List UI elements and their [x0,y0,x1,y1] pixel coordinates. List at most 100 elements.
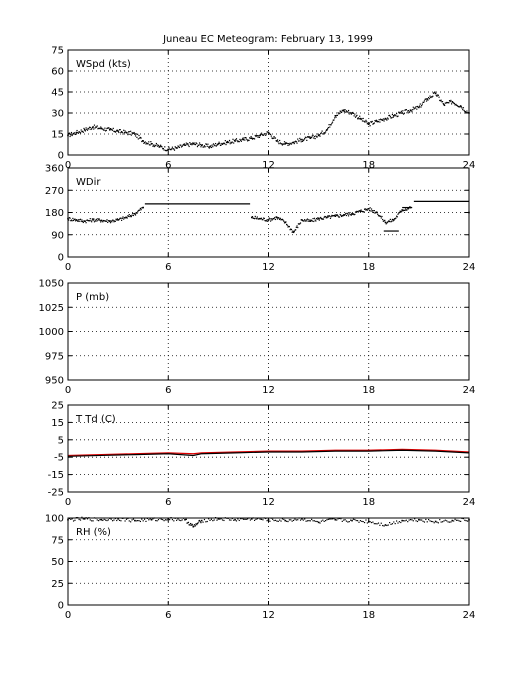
data-point [304,136,306,138]
data-point [204,146,206,148]
data-point [340,214,342,216]
data-point [137,138,139,140]
data-point [344,519,346,521]
data-point [398,212,400,214]
data-point [266,219,268,221]
data-point [86,219,88,221]
data-point [339,110,341,112]
data-point [207,143,209,145]
data-point [384,219,386,221]
data-point [104,130,107,132]
data-point [209,145,211,148]
data-point [397,522,399,524]
data-point [108,129,111,131]
x-tick-label: 6 [165,497,171,508]
data-point [447,521,449,523]
data-point [373,523,375,525]
data-point [68,217,70,219]
data-point [107,127,109,129]
data-point [111,219,114,221]
data-point [75,219,78,221]
data-point [242,137,244,139]
data-point [292,230,294,232]
data-point [448,100,451,102]
data-point [253,137,255,140]
data-point [88,220,90,222]
data-point [385,223,387,225]
data-point [393,115,395,117]
data-point [405,109,407,111]
data-point [459,106,461,108]
data-point [419,519,421,521]
data-point [216,144,218,146]
data-point [255,217,257,219]
data-point [95,220,97,222]
data-point [304,219,306,221]
data-point [145,143,147,145]
data-point [196,145,199,148]
data-point [104,220,106,222]
data-point [148,519,150,521]
data-point [96,220,98,222]
data-point [391,523,394,525]
data-point [141,140,143,143]
panel-4: 0 6 12 18 24 0 25 50 75 100 RH (%) [45,514,475,622]
data-point [78,518,80,521]
data-point [425,98,427,100]
data-point [86,128,88,131]
data-point [132,518,135,520]
data-point [287,520,289,523]
data-point [329,126,331,128]
data-point [340,110,342,113]
y-tick-label: 75 [51,46,64,57]
data-point [286,142,288,145]
data-point [213,519,215,521]
data-point [242,518,245,520]
data-point [343,519,345,521]
data-point [238,519,240,522]
series-line-3-0 [67,448,470,457]
data-point [194,143,196,145]
panel-label: P (mb) [76,292,109,303]
data-point [111,129,114,131]
data-point [244,139,246,141]
data-point [137,520,139,522]
data-point [247,140,249,142]
data-point [261,219,263,221]
data-point [130,130,132,132]
data-point [180,144,182,146]
data-point [317,217,320,220]
data-point [90,128,92,131]
data-point [361,120,364,122]
data-point [157,145,159,147]
data-point [203,145,206,147]
data-point [299,139,302,141]
data-point [293,142,295,145]
data-point [462,107,465,109]
data-point [166,519,168,521]
data-point [80,129,82,131]
data-point [91,520,93,522]
data-point [95,126,97,128]
data-point [352,518,355,520]
data-point [239,138,241,141]
data-point [194,143,197,146]
data-point [439,100,442,102]
data-point [302,140,304,143]
data-point [123,218,125,220]
data-point [117,219,119,221]
data-point [86,518,89,520]
panel-label: WDir [76,177,101,188]
data-point [304,138,306,140]
data-point [145,520,147,522]
data-point [79,219,81,221]
data-point [147,143,149,145]
data-point [111,129,113,131]
data-point [260,218,262,220]
panel-label: T Td (C) [75,414,116,425]
data-point [437,522,439,524]
data-point [184,518,186,521]
data-point [457,106,460,108]
data-point [376,211,378,214]
data-point [259,134,261,137]
